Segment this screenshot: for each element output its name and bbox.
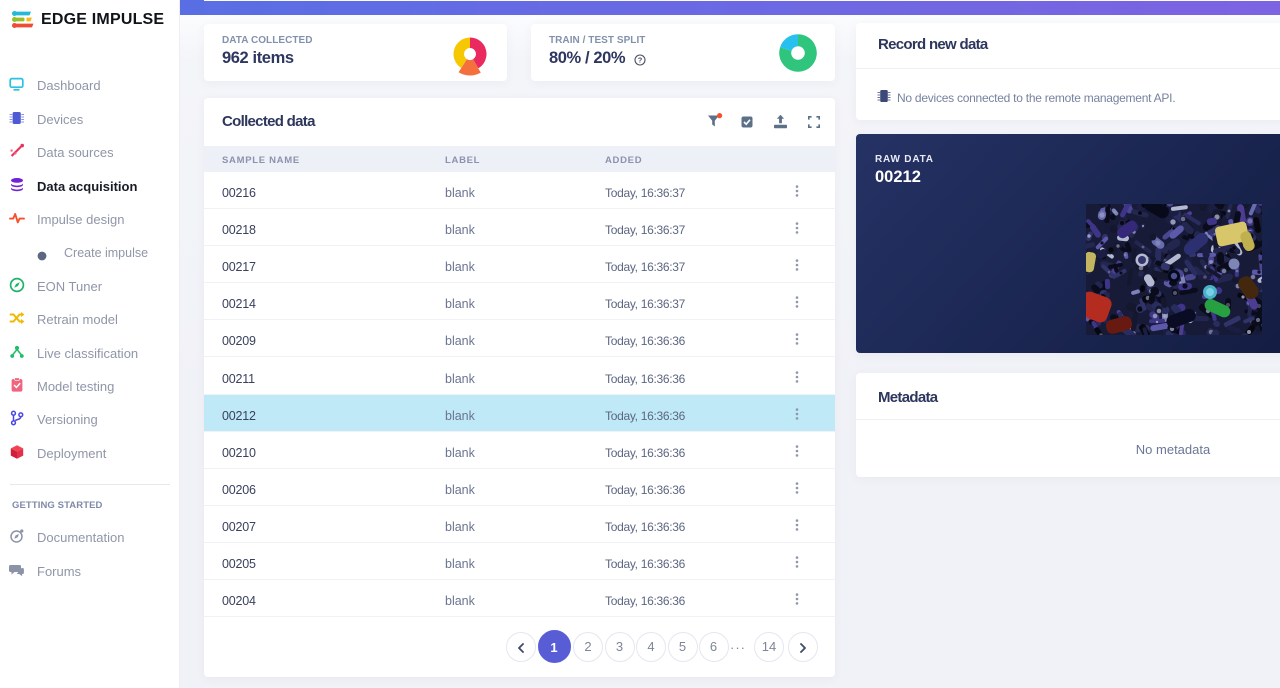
svg-text:?: ? <box>638 56 643 65</box>
